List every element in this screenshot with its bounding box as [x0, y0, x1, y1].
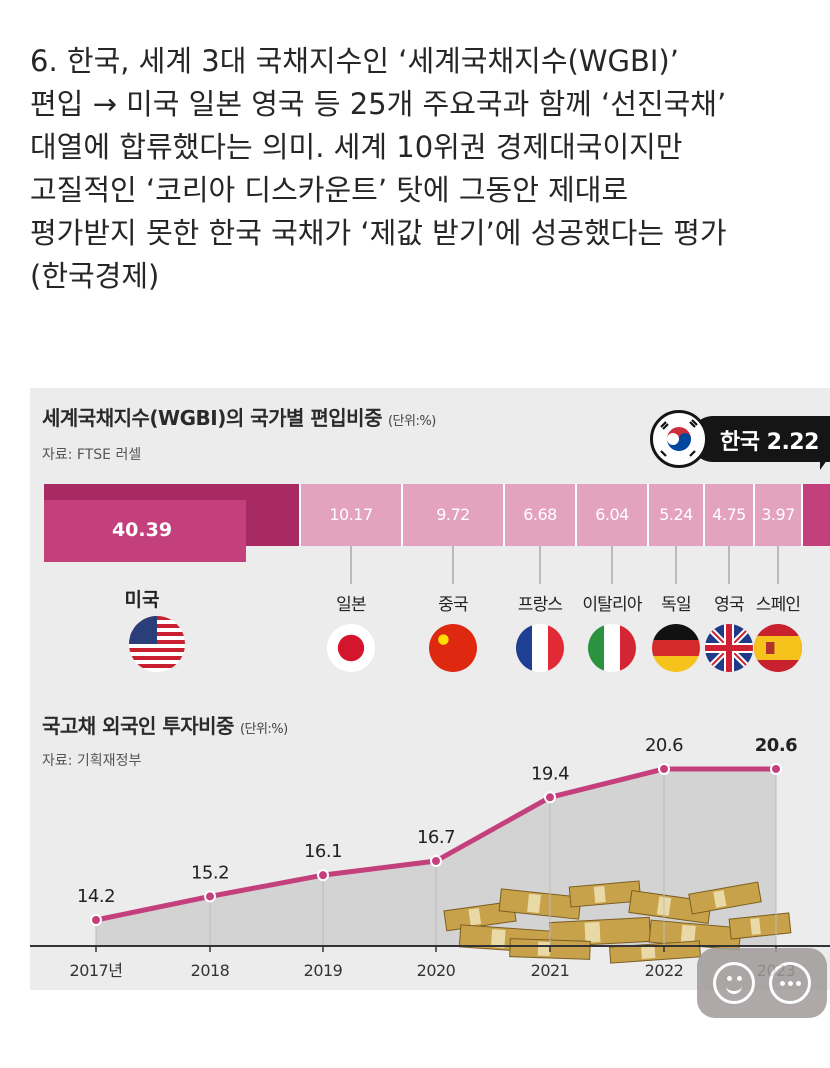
data-label: 20.6	[645, 735, 683, 756]
country-label: 영국	[714, 595, 744, 615]
bar-value-label: 3.97	[761, 505, 795, 524]
korea-callout-text: 한국 2.22	[720, 430, 819, 455]
data-label: 15.2	[191, 862, 229, 883]
data-point	[430, 855, 442, 867]
chart1-source: 자료: FTSE 러셀	[42, 447, 142, 463]
jp-flag-icon	[327, 624, 375, 672]
fr-flag-icon	[516, 624, 564, 672]
bar-segment	[754, 484, 802, 546]
bar-segment	[300, 484, 402, 546]
us-flag-icon	[129, 616, 185, 672]
chat-bubble-icon[interactable]	[769, 962, 811, 1004]
data-point	[770, 762, 782, 775]
article-text: 6. 한국, 세계 3대 국채지수인 ‘세계국채지수(WGBI)’ 편입 → 미…	[30, 40, 830, 298]
bar-value-label: 10.17	[329, 505, 372, 524]
article-line: 고질적인 ‘코리아 디스카운트’ 탓에 그동안 제대로	[30, 173, 629, 207]
bar-segment	[402, 484, 504, 546]
bar-value-label: 9.72	[436, 505, 470, 524]
bar-segment	[648, 484, 704, 546]
chart2-title: 국고채 외국인 투자비중 (단위:%)	[42, 710, 288, 739]
x-tick-label: 2021	[531, 961, 570, 980]
bar-segment	[802, 484, 830, 546]
data-label: 16.1	[304, 841, 342, 862]
bar-segment	[704, 484, 754, 546]
article-line: 편입 → 미국 일본 영국 등 25개 주요국과 함께 ‘선진국채’	[30, 87, 727, 121]
bar-segment	[576, 484, 648, 546]
data-label: 14.2	[77, 886, 115, 907]
foreign-investment-chart: 14.2 15.2 16.1 16.7 19.4 20.6 20.6 2017년 2018 201…	[30, 735, 830, 980]
country-label: 프랑스	[518, 595, 563, 615]
data-point	[90, 914, 102, 926]
country-label: 스페인	[756, 595, 801, 615]
korea-callout: 한국 2.22	[650, 410, 830, 468]
data-label: 16.7	[417, 827, 455, 848]
x-tick-label: 2017년	[70, 961, 123, 980]
country-label: 독일	[661, 595, 691, 615]
de-flag-icon	[652, 624, 700, 672]
data-point	[544, 791, 556, 804]
chart2-unit: (단위:%)	[239, 722, 288, 737]
article-line: 6. 한국, 세계 3대 국채지수인 ‘세계국채지수(WGBI)’	[30, 44, 679, 78]
bar-value-label: 4.75	[712, 505, 746, 524]
article-line: 평가받지 못한 한국 국채가 ‘제값 받기’에 성공했다는 평가	[30, 216, 727, 250]
bar-value-label: 6.04	[595, 505, 629, 524]
data-label: 19.4	[531, 763, 569, 784]
bar-value-label: 40.39	[112, 519, 172, 541]
bar-segment	[44, 500, 246, 562]
data-label: 20.6	[755, 735, 797, 756]
es-flag-icon	[754, 624, 802, 672]
country-label: 중국	[438, 595, 468, 615]
bar-value-label: 5.24	[659, 505, 693, 524]
emoji-smile-icon[interactable]	[713, 962, 755, 1004]
x-tick-label: 2019	[304, 961, 343, 980]
wgbi-weight-chart: 40.39 미국 10.17 일본 9.72 중국 6.68 프랑스 6.04 이탈리아 5.24 독…	[44, 484, 830, 672]
chart1-unit: (단위:%)	[387, 414, 436, 429]
x-tick-label: 2020	[417, 961, 456, 980]
article-line: 대열에 합류했다는 의미. 세계 10위권 경제대국이지만	[30, 130, 683, 164]
country-label: 이탈리아	[582, 595, 643, 615]
country-label: 일본	[336, 595, 366, 615]
korea-callout-pill	[690, 416, 830, 462]
country-label: 미국	[125, 589, 160, 611]
bar-segment	[504, 484, 576, 546]
cn-flag-icon	[429, 624, 477, 672]
korea-callout-pointer	[820, 456, 830, 470]
chart1-title: 세계국채지수(WGBI)의 국가별 편입비중 (단위:%)	[42, 402, 436, 431]
reaction-toolbar	[697, 948, 827, 1018]
chart1-title-text: 세계국채지수(WGBI)의 국가별 편입비중	[42, 406, 382, 430]
data-point	[204, 890, 216, 903]
bar-value-label: 6.68	[523, 505, 557, 524]
data-point	[317, 869, 329, 882]
article-line: (한국경제)	[30, 259, 160, 293]
kr-flag-icon	[650, 410, 708, 468]
wgbi-infographic: 세계국채지수(WGBI)의 국가별 편입비중 (단위:%) 자료: FTSE 러셀…	[30, 388, 830, 990]
x-tick-label: 2018	[191, 961, 230, 980]
data-point	[658, 762, 670, 775]
money-stack-illustration	[443, 880, 792, 964]
it-flag-icon	[588, 624, 636, 672]
chart2-source: 자료: 기획재정부	[42, 753, 142, 769]
chart2-title-text: 국고채 외국인 투자비중	[42, 714, 234, 738]
x-tick-label: 2022	[645, 961, 684, 980]
gb-flag-icon	[705, 624, 753, 672]
